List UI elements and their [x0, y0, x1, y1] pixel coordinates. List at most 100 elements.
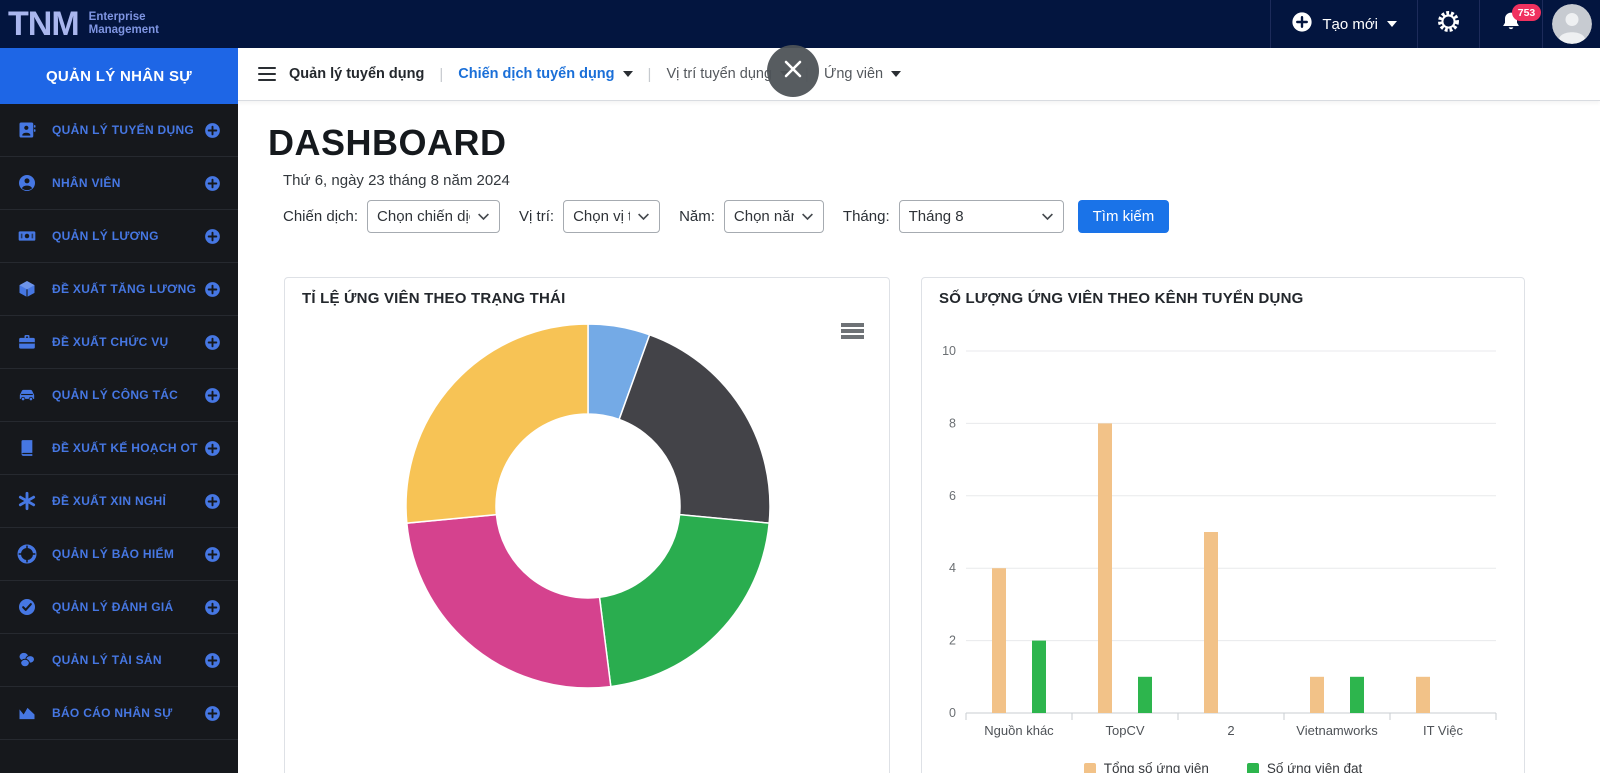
expand-plus-icon[interactable]	[204, 175, 221, 192]
close-icon	[782, 58, 804, 85]
bar[interactable]	[1416, 676, 1430, 713]
car-icon	[17, 385, 37, 405]
sidebar-item[interactable]: BÁO CÁO NHÂN SỰ	[0, 687, 238, 740]
notification-count-badge: 753	[1512, 4, 1541, 21]
bar-chart-title: SỐ LƯỢNG ỨNG VIÊN THEO KÊNH TUYỂN DỤNG	[939, 290, 1304, 307]
legend-item[interactable]: Số ứng viên đạt	[1246, 761, 1362, 773]
legend-item[interactable]: Tổng số ứng viên	[1083, 761, 1209, 773]
expand-plus-icon[interactable]	[204, 440, 221, 457]
nav-item[interactable]: Quản lý tuyển dụng	[286, 66, 427, 82]
sidebar-item[interactable]: ĐỀ XUẤT TĂNG LƯƠNG	[0, 263, 238, 316]
bar[interactable]	[1138, 676, 1152, 713]
sidebar-item-label: ĐỀ XUẤT TĂNG LƯƠNG	[52, 282, 197, 296]
svg-text:8: 8	[949, 416, 956, 430]
bar[interactable]	[1098, 423, 1112, 713]
expand-plus-icon[interactable]	[204, 228, 221, 245]
expand-plus-icon[interactable]	[204, 705, 221, 722]
year-select[interactable]: Chọn năm	[723, 200, 824, 233]
life-ring-icon	[17, 544, 37, 564]
sidebar-item[interactable]: QUẢN LÝ BẢO HIỂM	[0, 528, 238, 581]
donut-segment-green[interactable]	[598, 513, 771, 688]
sidebar-item[interactable]: QUẢN LÝ TÀI SẢN	[0, 634, 238, 687]
expand-plus-icon[interactable]	[204, 493, 221, 510]
close-overlay-button[interactable]	[767, 45, 819, 97]
expand-plus-icon[interactable]	[204, 599, 221, 616]
menu-toggle-icon[interactable]	[258, 67, 276, 81]
expand-plus-icon[interactable]	[204, 387, 221, 404]
asterisk-icon	[17, 491, 37, 511]
chevron-down-icon	[638, 213, 650, 221]
sidebar-menu: QUẢN LÝ TUYỂN DỤNG NHÂN VIÊN QUẢN LÝ LƯƠNG…	[0, 104, 238, 773]
bar[interactable]	[992, 568, 1006, 713]
expand-plus-icon[interactable]	[204, 652, 221, 669]
svg-text:10: 10	[942, 344, 956, 358]
sidebar-item[interactable]: QUẢN LÝ CÔNG TÁC	[0, 369, 238, 422]
campaign-label: Chiến dịch:	[283, 208, 359, 225]
bar-chart-card: SỐ LƯỢNG ỨNG VIÊN THEO KÊNH TUYỂN DỤNG 1…	[921, 277, 1525, 773]
campaign-select[interactable]: Chọn chiến dịch	[367, 200, 501, 233]
search-button[interactable]: Tìm kiếm	[1077, 200, 1170, 233]
bar[interactable]	[1032, 640, 1046, 713]
gear-icon	[1435, 8, 1462, 40]
sidebar-item[interactable]: QUẢN LÝ ĐÁNH GIÁ	[0, 581, 238, 634]
page-title: DASHBOARD	[268, 122, 507, 163]
chevron-down-icon	[1387, 21, 1397, 27]
donut-segment-pink[interactable]	[405, 513, 612, 689]
legend-label: Tổng số ứng viên	[1103, 761, 1209, 773]
page-date: Thứ 6, ngày 23 tháng 8 năm 2024	[283, 172, 510, 189]
user-menu-button[interactable]	[1542, 0, 1600, 48]
settings-button[interactable]	[1417, 0, 1479, 48]
svg-text:2: 2	[949, 634, 956, 648]
expand-plus-icon[interactable]	[204, 122, 221, 139]
sidebar-item-label: QUẢN LÝ BẢO HIỂM	[52, 547, 175, 561]
create-new-button[interactable]: Tạo mới	[1270, 0, 1417, 48]
chevron-down-icon	[891, 71, 902, 77]
sidebar-item-label: BÁO CÁO NHÂN SỰ	[52, 706, 173, 720]
create-new-label: Tạo mới	[1322, 15, 1378, 33]
expand-plus-icon[interactable]	[204, 281, 221, 298]
sidebar-item[interactable]: NHÂN VIÊN	[0, 157, 238, 210]
sidebar-item-label: QUẢN LÝ TUYỂN DỤNG	[52, 123, 195, 137]
chart-context-menu-icon[interactable]	[841, 323, 864, 339]
svg-text:IT Việc: IT Việc	[1423, 723, 1463, 738]
sidebar-item-label: QUẢN LÝ LƯƠNG	[52, 229, 159, 243]
month-label: Tháng:	[842, 208, 890, 225]
position-select[interactable]: Chọn vị trí	[563, 200, 661, 233]
svg-text:2: 2	[1227, 723, 1234, 738]
legend-swatch	[1246, 762, 1259, 773]
sidebar-item[interactable]: ĐỀ XUẤT XIN NGHỈ	[0, 475, 238, 528]
donut-chart-title: TỈ LỆ ỨNG VIÊN THEO TRẠNG THÁI	[302, 290, 566, 307]
plus-circle-icon	[1291, 11, 1313, 38]
nav-item[interactable]: Chiến dịch tuyển dụng	[455, 66, 635, 82]
sidebar-title: QUẢN LÝ NHÂN SỰ	[0, 48, 238, 104]
year-label: Năm:	[679, 208, 715, 225]
filter-bar: Chiến dịch: Chọn chiến dịch Vị trí: Chọn…	[283, 200, 1170, 233]
expand-plus-icon[interactable]	[204, 546, 221, 563]
bar[interactable]	[1204, 532, 1218, 713]
sidebar-item-label: QUẢN LÝ ĐÁNH GIÁ	[52, 600, 174, 614]
chevron-down-icon	[801, 213, 813, 221]
bar[interactable]	[1350, 676, 1364, 713]
main-content: DASHBOARD Thứ 6, ngày 23 tháng 8 năm 202…	[238, 100, 1600, 773]
bar[interactable]	[1310, 676, 1324, 713]
sidebar-item[interactable]: QUẢN LÝ LƯƠNG	[0, 210, 238, 263]
svg-text:0: 0	[949, 706, 956, 720]
donut-segment-dark-gray[interactable]	[618, 333, 771, 524]
sidebar-item[interactable]: ĐỀ XUẤT CHỨC VỤ	[0, 316, 238, 369]
sidebar-item-label: ĐỀ XUẤT KẾ HOẠCH OT	[52, 441, 198, 455]
brand[interactable]: TNM Enterprise Management	[0, 7, 238, 41]
nav-item[interactable]: Ứng viên	[821, 66, 904, 82]
notifications-button[interactable]: 753	[1479, 0, 1542, 48]
sidebar-item-label: ĐỀ XUẤT CHỨC VỤ	[52, 335, 169, 349]
sidebar-item[interactable]: QUẢN LÝ TUYỂN DỤNG	[0, 104, 238, 157]
donut-segment-yellow[interactable]	[405, 323, 589, 524]
svg-text:TopCV: TopCV	[1105, 723, 1144, 738]
svg-text:6: 6	[949, 489, 956, 503]
month-select[interactable]: Tháng 8	[898, 200, 1064, 233]
briefcase-icon	[17, 332, 37, 352]
sidebar-item[interactable]: ĐỀ XUẤT KẾ HOẠCH OT	[0, 422, 238, 475]
donut-chart-card: TỈ LỆ ỨNG VIÊN THEO TRẠNG THÁI	[284, 277, 890, 773]
expand-plus-icon[interactable]	[204, 334, 221, 351]
nav-separator: |	[439, 65, 444, 83]
